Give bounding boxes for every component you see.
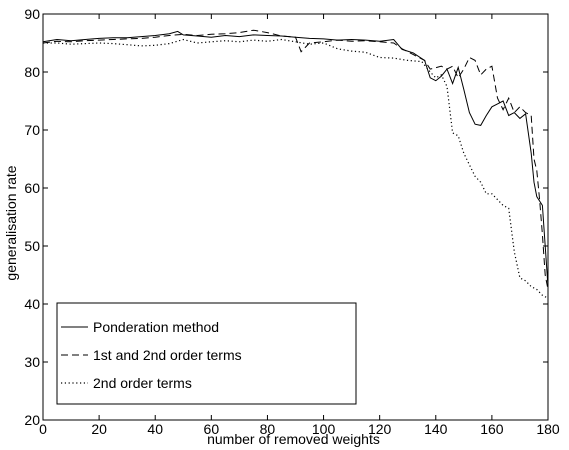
x-tick-label: 100 — [312, 421, 336, 437]
y-axis-label: generalisation rate — [3, 165, 19, 280]
legend: Ponderation method 1st and 2nd order term… — [56, 302, 357, 405]
x-tick-label: 20 — [91, 421, 107, 437]
series-layer — [42, 29, 549, 299]
x-tick-label: 120 — [368, 421, 392, 437]
x-tick-label: 160 — [480, 421, 504, 437]
x-axis-label: number of removed weights — [207, 431, 380, 447]
y-tick-label: 60 — [24, 180, 40, 196]
x-tick-label: 80 — [260, 421, 276, 437]
x-tick-label: 60 — [204, 421, 220, 437]
y-tick-label: 70 — [24, 122, 40, 138]
series-line-2 — [42, 29, 549, 290]
x-tick-label: 0 — [39, 421, 47, 437]
x-tick-label: 140 — [424, 421, 448, 437]
legend-label: 2nd order terms — [93, 375, 192, 391]
x-tick-label: 40 — [147, 421, 163, 437]
series-line-1 — [42, 30, 549, 287]
legend-label: 1st and 2nd order terms — [93, 347, 242, 363]
legend-label: Ponderation method — [93, 319, 219, 335]
y-tick-label: 30 — [24, 354, 40, 370]
series-line-3 — [43, 38, 549, 299]
y-tick-label: 80 — [24, 64, 40, 80]
y-tick-label: 20 — [24, 412, 40, 428]
y-tick-label: 40 — [24, 296, 40, 312]
plot-frame — [42, 13, 549, 421]
y-tick-label: 90 — [24, 6, 40, 22]
legend-box — [56, 302, 357, 405]
x-tick-label: 180 — [536, 421, 560, 437]
y-tick-label: 50 — [24, 238, 40, 254]
